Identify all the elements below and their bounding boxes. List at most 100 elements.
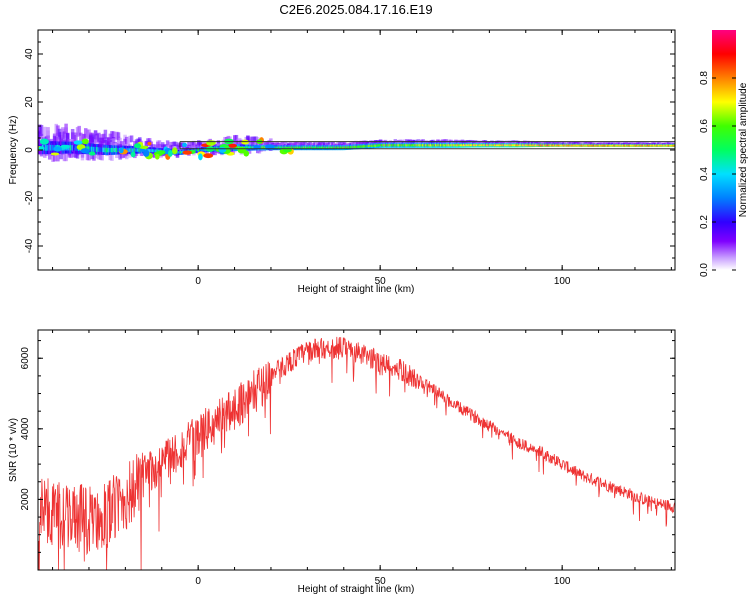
- heat-cell: [574, 144, 578, 147]
- heat-cell: [129, 135, 134, 143]
- heat-cell: [120, 141, 124, 149]
- heat-cell: [203, 153, 214, 159]
- heat-cell: [280, 141, 285, 147]
- heat-cell: [279, 146, 283, 149]
- spectrogram-x-axis-label: Height of straight line (km): [298, 284, 415, 295]
- heat-cell: [305, 146, 309, 149]
- heat-cell: [157, 150, 166, 155]
- heat-cell: [187, 144, 191, 150]
- heat-cell: [377, 144, 381, 147]
- heat-cell: [497, 144, 501, 147]
- heat-cell: [633, 144, 637, 147]
- heat-cell: [157, 140, 162, 146]
- heat-cell: [77, 126, 81, 136]
- heat-cell: [56, 150, 60, 162]
- heat-cell: [105, 147, 109, 153]
- spectrogram-axes: 0 50 100 40 20 0 -20 -40: [24, 29, 675, 287]
- spectrogram-panel: 0 50 100 40 20 0 -20 -40 Height of straight lin…: [8, 29, 676, 295]
- heat-cell: [376, 144, 380, 147]
- heat-cell: [358, 145, 362, 148]
- heat-cell: [154, 153, 160, 160]
- heat-cell: [513, 144, 517, 147]
- heat-cell: [70, 128, 75, 139]
- heat-cell: [602, 144, 606, 147]
- heat-cell: [110, 147, 114, 153]
- heat-cell: [53, 146, 62, 152]
- heat-cell: [200, 148, 204, 151]
- colorbar-tick-label: 0.2: [699, 215, 710, 229]
- heat-cell: [109, 147, 113, 153]
- heat-cell: [610, 144, 614, 147]
- heat-cell: [670, 144, 674, 147]
- heat-cell: [651, 144, 655, 147]
- heat-cell: [356, 145, 360, 148]
- x-tick-label: 50: [375, 576, 387, 587]
- heat-cell: [247, 148, 252, 154]
- heat-cell: [457, 144, 461, 147]
- heat-cell: [593, 144, 597, 147]
- colorbar-label: Normalized spectral amplitude: [738, 82, 749, 217]
- heat-cell: [418, 144, 422, 147]
- heat-cell: [498, 144, 502, 147]
- heat-cell: [654, 144, 658, 147]
- heat-cell: [318, 146, 322, 149]
- heat-cell: [659, 144, 663, 147]
- heat-cell: [103, 129, 108, 139]
- x-tick-label: 50: [375, 276, 387, 287]
- heat-cell: [554, 144, 558, 147]
- heat-cell: [221, 139, 226, 146]
- heat-cell: [218, 146, 227, 153]
- heat-cell: [615, 144, 619, 147]
- heat-cell: [649, 144, 653, 147]
- heat-cell: [81, 138, 89, 145]
- heat-cell: [669, 144, 673, 147]
- heat-cell: [60, 144, 70, 149]
- heat-cell: [585, 144, 589, 147]
- heat-cell: [459, 144, 463, 147]
- heat-cell: [50, 152, 60, 156]
- snr-plot-area: [38, 330, 675, 570]
- heat-cell: [179, 151, 183, 154]
- heat-cell: [629, 144, 633, 147]
- heat-cell: [64, 127, 68, 138]
- heat-cell: [566, 144, 570, 147]
- heat-cell: [92, 146, 96, 152]
- heat-cell: [80, 148, 90, 154]
- heat-cell: [253, 145, 261, 150]
- snr-panel: 0 50 100 2000 4000 6000 Height of straight li…: [8, 329, 676, 595]
- heat-cell: [561, 144, 565, 147]
- heat-cell: [143, 150, 150, 157]
- snr-series: [38, 336, 675, 570]
- heat-cell: [597, 144, 601, 147]
- heat-cell: [246, 146, 250, 150]
- spectrogram-y-axis-label: Frequency (Hz): [8, 116, 19, 185]
- heat-cell: [147, 141, 152, 146]
- heat-cell: [110, 152, 114, 161]
- heat-cell: [130, 151, 136, 158]
- heat-cell: [45, 144, 49, 151]
- figure-title: C2E6.2025.084.17.16.E19: [279, 2, 432, 17]
- heat-cell: [97, 132, 101, 142]
- heat-cell: [237, 146, 247, 154]
- heat-cell: [269, 138, 273, 143]
- heat-cell: [195, 149, 199, 152]
- heat-cell: [515, 144, 519, 147]
- heat-cell: [38, 146, 45, 151]
- heat-cell: [51, 144, 55, 151]
- heat-cell: [672, 144, 675, 147]
- heat-cell: [512, 144, 516, 147]
- y-tick-label: 2000: [20, 488, 31, 511]
- heat-cell: [495, 144, 499, 147]
- heat-cell: [590, 144, 594, 147]
- heat-cell: [74, 132, 78, 143]
- heat-cell: [405, 144, 409, 147]
- heat-cell: [151, 144, 155, 150]
- heat-cell: [255, 137, 260, 142]
- heat-cell: [443, 144, 447, 147]
- heat-cell: [589, 144, 593, 147]
- heat-cell: [361, 145, 365, 148]
- heat-cell: [216, 140, 221, 146]
- heat-cell: [181, 142, 188, 148]
